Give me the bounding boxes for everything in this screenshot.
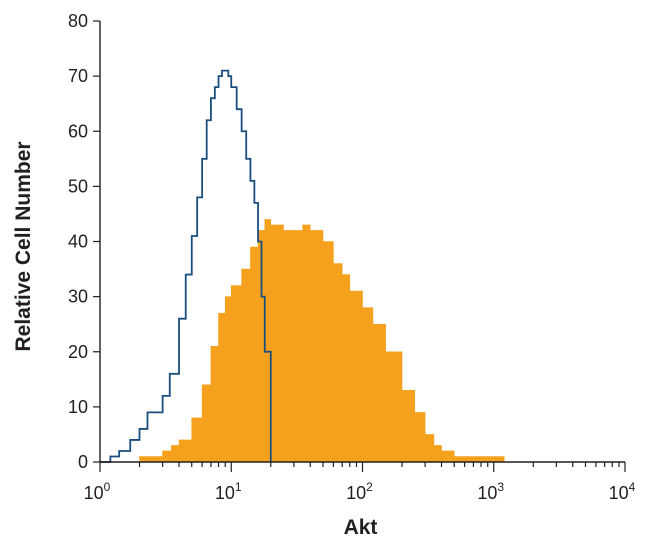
- x-tick-label-3: 103: [477, 480, 504, 503]
- x-axis-title: Akt: [344, 516, 378, 539]
- series-filled-histogram: [133, 219, 505, 463]
- y-tick-label-30: 30: [68, 287, 88, 307]
- x-tick-label-2: 102: [346, 480, 373, 503]
- x-tick-label-0: 100: [84, 480, 111, 503]
- y-tick-label-0: 0: [78, 452, 88, 472]
- x-tick-label-1: 101: [215, 480, 242, 503]
- y-tick-label-20: 20: [68, 342, 88, 362]
- y-tick-label-40: 40: [68, 232, 88, 252]
- y-tick-label-60: 60: [68, 121, 88, 141]
- y-tick-label-80: 80: [68, 11, 88, 31]
- y-tick-label-70: 70: [68, 66, 88, 86]
- ticks-layer: 0 10 20 30 40 50 60 70 80 100 101 102 103 104: [68, 11, 636, 503]
- y-axis-title: Relative Cell Number: [12, 141, 35, 351]
- series-layer: [100, 69, 505, 463]
- y-tick-label-50: 50: [68, 176, 88, 196]
- y-tick-label-10: 10: [68, 397, 88, 417]
- series-outline-histogram: [100, 69, 272, 463]
- x-tick-label-4: 104: [609, 480, 636, 503]
